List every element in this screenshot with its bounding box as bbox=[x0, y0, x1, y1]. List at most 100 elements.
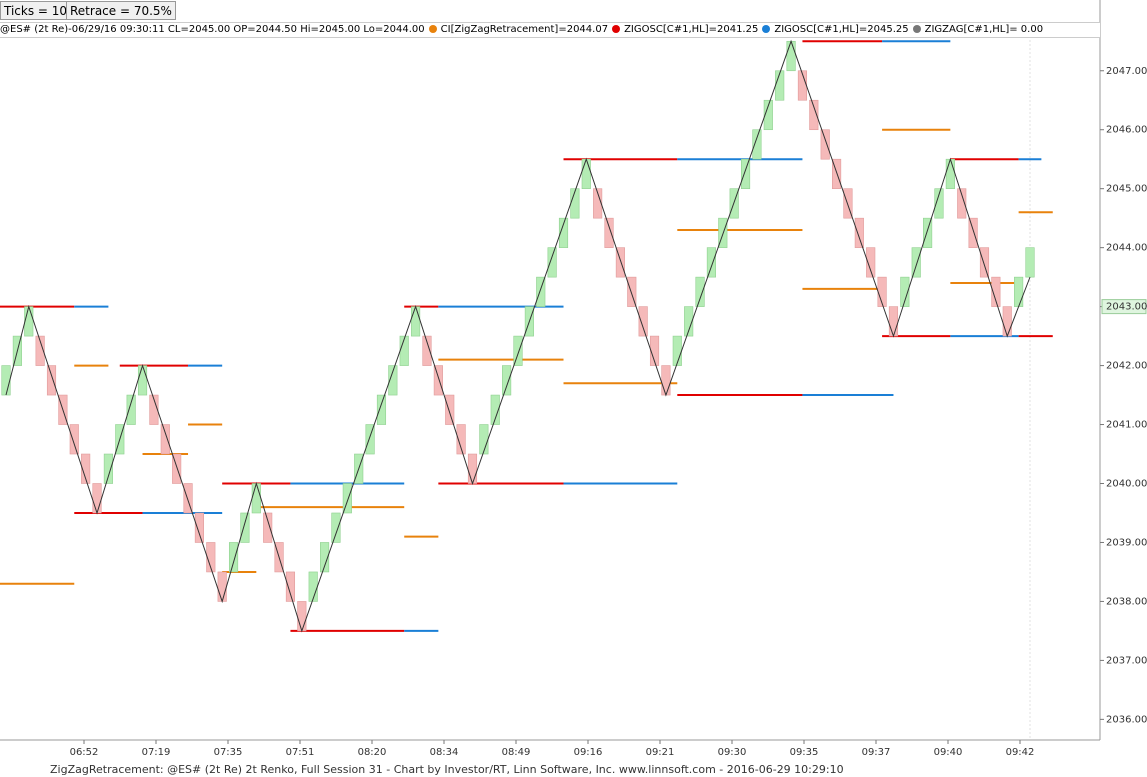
down-brick bbox=[979, 247, 990, 278]
retrace-button[interactable]: Retrace = 70.5% bbox=[66, 1, 176, 20]
last-price-label: 2043.00 bbox=[1106, 302, 1147, 313]
down-brick bbox=[172, 453, 182, 484]
up-brick bbox=[945, 158, 955, 189]
down-brick bbox=[35, 335, 45, 366]
down-brick bbox=[843, 188, 853, 219]
y-tick-label: 2044.00 bbox=[1106, 243, 1147, 254]
x-tick-label: 09:16 bbox=[574, 747, 603, 758]
down-brick bbox=[467, 453, 478, 484]
up-brick bbox=[763, 99, 773, 131]
up-brick bbox=[740, 158, 751, 189]
x-tick-label: 08:34 bbox=[430, 747, 459, 758]
down-brick bbox=[263, 512, 273, 543]
up-brick bbox=[228, 542, 239, 573]
legend-dot bbox=[912, 25, 921, 33]
down-brick bbox=[866, 247, 876, 278]
last-price-box bbox=[1101, 299, 1147, 315]
down-brick bbox=[593, 188, 603, 219]
legend-text: ZIGZAG[C#1,HL]= 0.00 bbox=[924, 24, 1044, 35]
up-brick bbox=[342, 483, 352, 514]
y-tick-label: 2038.00 bbox=[1106, 596, 1147, 607]
y-tick-label: 2047.00 bbox=[1106, 66, 1147, 77]
up-brick bbox=[911, 247, 921, 278]
y-tick-label: 2036.00 bbox=[1106, 714, 1147, 725]
x-tick-label: 09:35 bbox=[790, 747, 819, 758]
down-brick bbox=[888, 306, 899, 337]
down-brick bbox=[638, 306, 648, 337]
x-tick-label: 09:30 bbox=[718, 747, 747, 758]
down-brick bbox=[149, 394, 159, 425]
up-brick bbox=[672, 335, 682, 366]
up-brick bbox=[490, 394, 500, 425]
up-brick bbox=[547, 247, 557, 278]
y-tick-label: 2042.00 bbox=[1106, 361, 1147, 372]
legend-dot bbox=[612, 25, 621, 33]
down-brick bbox=[422, 335, 432, 366]
x-tick-label: 08:20 bbox=[358, 747, 387, 758]
down-brick bbox=[69, 424, 79, 455]
up-brick bbox=[558, 217, 569, 248]
ticks-button[interactable]: Ticks = 10 bbox=[0, 1, 72, 20]
y-tick-label: 2041.00 bbox=[1106, 420, 1147, 431]
up-brick bbox=[923, 217, 933, 248]
x-tick-label: 07:51 bbox=[286, 747, 315, 758]
down-brick bbox=[832, 158, 842, 189]
down-brick bbox=[92, 483, 102, 514]
y-tick-label: 2040.00 bbox=[1106, 479, 1147, 490]
down-brick bbox=[456, 424, 466, 455]
down-brick bbox=[604, 217, 614, 248]
footer: ZigZagRetracement: @ES# (2t Re) 2t Renko… bbox=[50, 763, 844, 776]
up-brick bbox=[320, 542, 330, 573]
down-brick bbox=[957, 188, 967, 219]
up-brick bbox=[411, 306, 421, 337]
y-tick-label: 2046.00 bbox=[1106, 125, 1147, 136]
up-brick bbox=[137, 365, 148, 396]
legend-dot bbox=[428, 25, 437, 33]
down-brick bbox=[194, 512, 204, 543]
up-brick bbox=[684, 306, 694, 337]
down-brick bbox=[285, 571, 296, 602]
down-brick bbox=[661, 365, 671, 396]
up-brick bbox=[24, 306, 34, 337]
zigzag-line bbox=[5, 39, 1031, 633]
up-brick bbox=[365, 424, 375, 455]
down-brick bbox=[854, 217, 864, 248]
legend-text: ZIGOSC[C#1,HL]=2045.25 bbox=[774, 24, 909, 35]
down-brick bbox=[160, 424, 170, 455]
down-brick bbox=[183, 483, 193, 514]
x-tick-label: 07:35 bbox=[214, 747, 243, 758]
up-brick bbox=[581, 158, 591, 189]
up-brick bbox=[513, 335, 523, 366]
x-tick-label: 06:52 bbox=[70, 747, 99, 758]
legend-text: CI[ZigZagRetracement]=2044.07 bbox=[440, 24, 609, 35]
up-brick bbox=[126, 394, 136, 425]
up-brick bbox=[775, 70, 785, 101]
up-brick bbox=[752, 129, 762, 160]
up-brick bbox=[1025, 247, 1035, 278]
symbol-info: @ES# (2t Re)-06/29/16 09:30:11 CL=2045.0… bbox=[0, 24, 425, 35]
legend-item: ZIGOSC[C#1,HL]=2041.25 bbox=[612, 24, 758, 35]
legend-item: ZIGOSC[C#1,HL]=2045.25 bbox=[762, 24, 909, 35]
down-brick bbox=[809, 99, 819, 131]
down-brick bbox=[968, 217, 978, 248]
x-tick-label: 09:42 bbox=[1006, 747, 1035, 758]
up-brick bbox=[536, 276, 546, 307]
down-brick bbox=[46, 365, 57, 396]
legend-item: CI[ZigZagRetracement]=2044.07 bbox=[428, 24, 609, 35]
down-brick bbox=[206, 542, 216, 573]
plot-area bbox=[0, 0, 1100, 740]
up-brick bbox=[786, 40, 796, 72]
down-brick bbox=[627, 276, 637, 307]
up-brick bbox=[695, 276, 705, 307]
down-brick bbox=[615, 247, 625, 278]
up-brick bbox=[103, 453, 113, 484]
x-tick-label: 08:49 bbox=[502, 747, 531, 758]
legend-text: ZIGOSC[C#1,HL]=2041.25 bbox=[624, 24, 759, 35]
down-brick bbox=[297, 601, 307, 632]
up-brick bbox=[251, 483, 261, 514]
x-tick-label: 07:19 bbox=[142, 747, 171, 758]
y-tick-label: 2037.00 bbox=[1106, 655, 1147, 666]
y-tick-label: 2045.00 bbox=[1106, 184, 1147, 195]
